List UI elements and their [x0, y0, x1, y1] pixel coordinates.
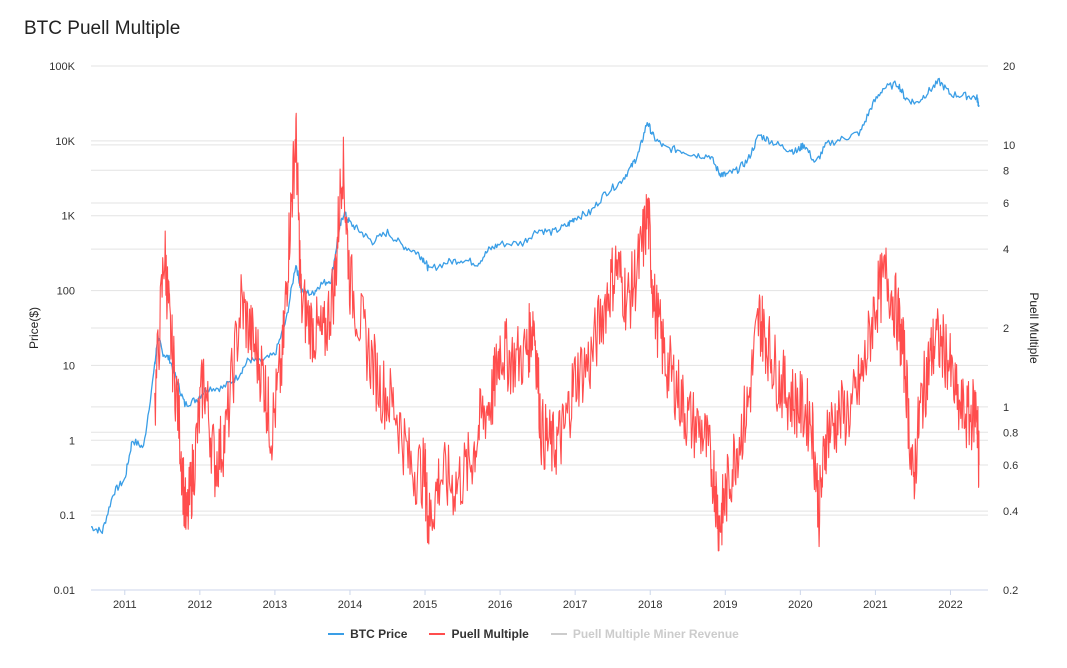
y-right-tick-label: 20 — [1003, 61, 1015, 73]
y-left-axis-title: Price($) — [27, 307, 41, 349]
y-right-tick-label: 1 — [1003, 402, 1009, 414]
y-left-tick-label: 1 — [69, 435, 75, 447]
x-tick-label: 2016 — [488, 599, 512, 611]
gridlines — [91, 65, 988, 591]
puell-multiple-line[interactable] — [154, 112, 980, 552]
y-right-axis-title: Puell Multiple — [1027, 292, 1041, 364]
x-tick-label: 2012 — [188, 599, 212, 611]
y-left-tick-label: 10 — [63, 360, 75, 372]
legend: BTC Price Puell Multiple Puell Multiple … — [0, 627, 1067, 641]
y-right-tick-label: 0.4 — [1003, 506, 1018, 518]
y-right-tick-label: 10 — [1003, 140, 1015, 152]
legend-item-miner-revenue[interactable]: Puell Multiple Miner Revenue — [550, 627, 739, 641]
miner-revenue-swatch — [550, 633, 567, 635]
btc-price-swatch — [328, 633, 345, 635]
y-left-tick-label: 100 — [57, 286, 75, 298]
legend-label-puell-multiple: Puell Multiple — [451, 627, 529, 641]
x-tick-label: 2021 — [863, 599, 887, 611]
y-right-tick-label: 0.8 — [1003, 427, 1018, 439]
y-right-tick-label: 0.6 — [1003, 460, 1018, 472]
chart-title: BTC Puell Multiple — [24, 18, 181, 39]
legend-label-miner-revenue: Puell Multiple Miner Revenue — [572, 627, 739, 641]
legend-item-btc-price[interactable]: BTC Price — [328, 627, 407, 641]
y-left-tick-label: 1K — [62, 211, 76, 223]
y-left-tick-label: 100K — [49, 61, 75, 73]
x-tick-label: 2022 — [938, 599, 962, 611]
y-right-tick-label: 0.2 — [1003, 585, 1018, 597]
x-tick-label: 2014 — [338, 599, 362, 611]
legend-label-btc-price: BTC Price — [350, 627, 408, 641]
btc-price-line[interactable] — [91, 77, 980, 535]
x-tick-label: 2017 — [563, 599, 587, 611]
y-right-tick-label: 2 — [1003, 323, 1009, 335]
y-left-tick-label: 0.01 — [54, 585, 75, 597]
puell-multiple-swatch — [429, 633, 446, 635]
x-tick-label: 2013 — [263, 599, 287, 611]
y-right-tick-label: 6 — [1003, 198, 1009, 210]
x-tick-label: 2018 — [638, 599, 662, 611]
y-right-tick-label: 4 — [1003, 244, 1009, 256]
y-left-tick-label: 0.1 — [60, 510, 75, 522]
x-tick-label: 2020 — [788, 599, 812, 611]
x-tick-label: 2019 — [713, 599, 737, 611]
x-tick-label: 2011 — [113, 599, 137, 611]
y-left-tick-label: 10K — [55, 136, 75, 148]
legend-item-puell-multiple[interactable]: Puell Multiple — [429, 627, 529, 641]
chart-area: 0.01 0.1 1 10 100 1K 10K 100K 0.2 0.4 0.6 0.8 1 2 4 6 8 1… — [27, 61, 1041, 611]
x-tick-label: 2015 — [413, 599, 437, 611]
y-right-tick-label: 8 — [1003, 165, 1009, 177]
